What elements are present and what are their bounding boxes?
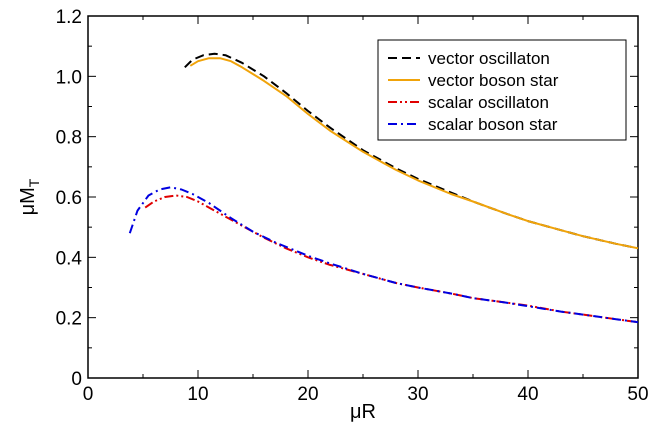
y-tick-label: 1.0 bbox=[56, 67, 82, 88]
y-axis-label: μMT bbox=[17, 178, 42, 215]
y-tick-label: 0 bbox=[71, 369, 82, 390]
y-axis-label-main: μM bbox=[17, 187, 39, 215]
legend: vector oscillaton vector boson star scalar… bbox=[377, 39, 627, 141]
legend-label: scalar boson star bbox=[428, 115, 558, 134]
x-tick-label: 50 bbox=[627, 384, 648, 405]
y-tick-label: 0.2 bbox=[56, 309, 82, 330]
x-tick-label: 10 bbox=[187, 384, 208, 405]
y-tick-label: 1.2 bbox=[56, 7, 82, 28]
y-tick-label: 0.8 bbox=[56, 128, 82, 149]
legend-label: vector boson star bbox=[428, 71, 559, 90]
x-tick-label: 40 bbox=[517, 384, 538, 405]
series-lines bbox=[128, 52, 639, 324]
legend-label: scalar oscillaton bbox=[428, 93, 549, 112]
series-line bbox=[189, 57, 639, 250]
y-axis-label-subscript: T bbox=[26, 178, 42, 187]
legend-label: vector oscillaton bbox=[428, 49, 550, 68]
series-line bbox=[144, 194, 639, 324]
y-tick-label: 0.6 bbox=[56, 188, 82, 209]
x-tick-label: 0 bbox=[83, 384, 94, 405]
x-tick-label: 20 bbox=[297, 384, 318, 405]
tick-labels: 0 10 20 30 40 50 0 0.2 0.4 0.6 0.8 1.0 1.2 bbox=[56, 7, 649, 405]
legend-box bbox=[377, 39, 627, 141]
y-tick-label: 0.4 bbox=[56, 248, 83, 269]
series-line bbox=[128, 186, 639, 324]
legend-entries: vector oscillaton vector boson star scalar… bbox=[388, 49, 559, 134]
x-tick-label: 30 bbox=[407, 384, 428, 405]
series-line bbox=[184, 52, 639, 250]
axis-ticks bbox=[87, 15, 639, 379]
x-axis-label: μR bbox=[350, 401, 376, 423]
